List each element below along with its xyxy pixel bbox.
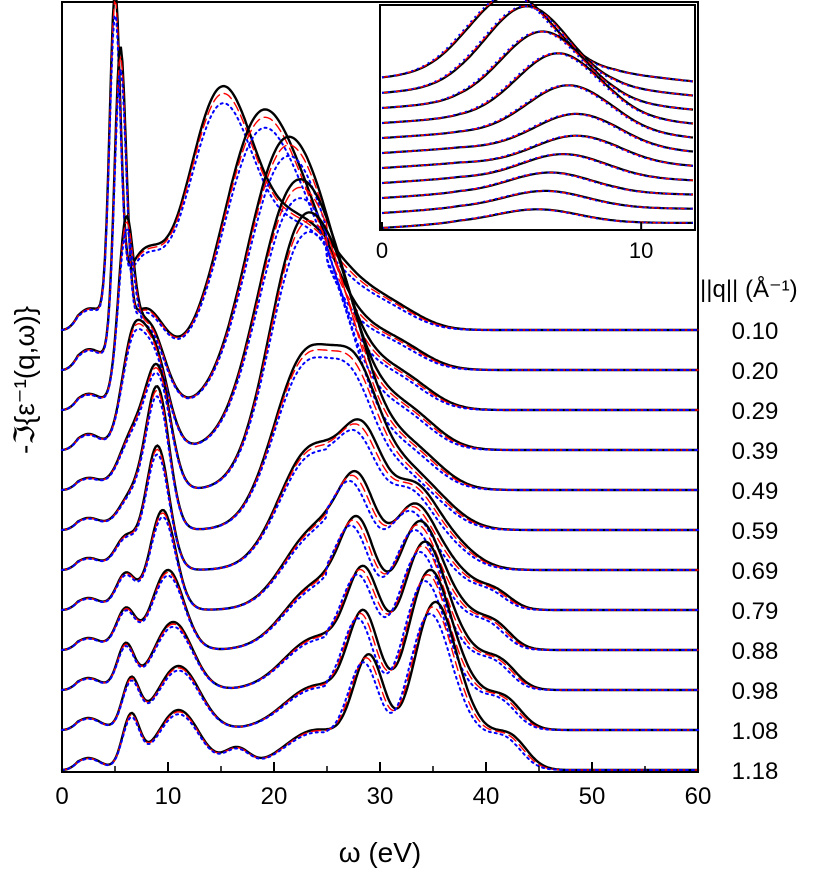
q-value-label: 0.20 — [732, 358, 779, 385]
inset-curve-dotted — [381, 5, 694, 97]
y-axis-title: -ℑ{ε⁻¹(q,ω)} — [9, 306, 40, 454]
curve-dashed-q-1.08 — [61, 573, 699, 731]
q-value-label: 0.59 — [732, 518, 779, 545]
q-value-label: 0.98 — [732, 678, 779, 705]
q-value-label: 1.18 — [732, 758, 779, 785]
q-value-label: 0.10 — [732, 318, 779, 345]
curve-dashed-q-0.39 — [61, 186, 699, 451]
inset-curves — [381, 0, 694, 230]
inset-curve-dotted — [381, 0, 694, 83]
curve-solid-q-0.88 — [60, 514, 700, 652]
curve-dotted-q-0.59 — [61, 356, 699, 531]
x-tick-label: 10 — [155, 783, 182, 810]
q-value-label: 0.39 — [732, 438, 779, 465]
inset-curve-dotted — [381, 208, 693, 229]
inset-curve-dotted — [381, 153, 694, 184]
x-tick-label: 50 — [579, 783, 606, 810]
inset-curve-dotted — [381, 113, 694, 154]
q-value-label: 0.49 — [732, 478, 779, 505]
curve-dotted-q-0.98 — [61, 550, 699, 691]
inset-tick-label: 0 — [376, 238, 388, 263]
curve-dotted-q-1.08 — [61, 580, 699, 731]
inset-curve-solid — [381, 52, 694, 125]
x-tick-label: 30 — [367, 783, 394, 810]
q-labels: 0.10 0.20 0.29 0.39 0.49 0.59 0.69 0.79 0.88 0.98… — [732, 318, 779, 785]
curve-dotted-q-0.79 — [61, 479, 699, 611]
curve-solid-q-0.59 — [60, 343, 700, 532]
inset-curve-dotted — [381, 52, 694, 125]
curve-dashed-q-1.18 — [61, 606, 699, 771]
inset-x-ticks: 0 10 — [376, 222, 653, 263]
curve-solid-q-0.69 — [60, 418, 700, 572]
inset-curve-solid — [381, 84, 694, 140]
inset-curve-dashed — [381, 52, 694, 125]
inset-curve-dashed — [381, 113, 694, 154]
q-value-label: 1.08 — [732, 718, 779, 745]
curve-dashed-q-0.59 — [61, 349, 699, 531]
x-tick-label: 0 — [55, 783, 68, 810]
q-header: ||q|| (Å⁻¹) — [700, 275, 798, 303]
x-axis-title: ω (eV) — [339, 837, 422, 868]
inset-frame — [379, 4, 696, 231]
main-curves — [60, 0, 700, 772]
inset-curve-dashed — [381, 30, 694, 111]
curve-dotted-q-0.88 — [61, 524, 699, 651]
curve-dotted-q-0.20 — [61, 69, 699, 371]
inset-curve-dotted — [381, 190, 693, 214]
q-value-label: 0.88 — [732, 638, 779, 665]
inset-curve-dashed — [381, 135, 694, 169]
curve-dotted-q-0.69 — [61, 428, 699, 571]
curve-dashed-q-0.79 — [61, 474, 699, 611]
q-value-label: 0.79 — [732, 598, 779, 625]
q-value-label: 0.69 — [732, 558, 779, 585]
q-value-label: 0.29 — [732, 398, 779, 425]
curve-dotted-q-0.39 — [61, 197, 699, 451]
inset-curve-dotted — [381, 30, 694, 111]
x-tick-label: 40 — [473, 783, 500, 810]
curve-dotted-q-0.10 — [61, 13, 699, 331]
x-tick-label: 20 — [261, 783, 288, 810]
inset-tick-label: 10 — [629, 238, 653, 263]
curve-dotted-q-0.29 — [61, 154, 699, 411]
x-tick-label: 60 — [685, 783, 712, 810]
x-axis-ticks: 0 10 20 30 40 50 60 — [55, 762, 711, 810]
